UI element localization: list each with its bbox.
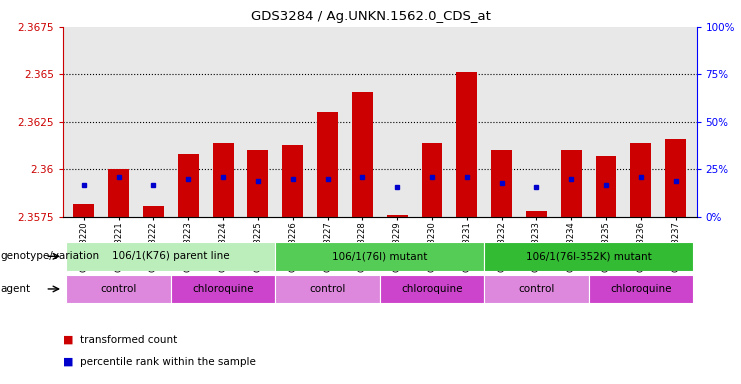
Bar — [526, 211, 547, 217]
Bar — [422, 143, 442, 217]
Bar — [379, 275, 484, 303]
Bar — [282, 145, 303, 217]
Text: chloroquine: chloroquine — [193, 284, 254, 294]
Bar — [491, 151, 512, 217]
Bar — [276, 275, 379, 303]
Bar — [108, 169, 129, 217]
Bar — [73, 204, 94, 217]
Text: GDS3284 / Ag.UNKN.1562.0_CDS_at: GDS3284 / Ag.UNKN.1562.0_CDS_at — [250, 10, 491, 23]
Bar — [178, 154, 199, 217]
Bar — [456, 73, 477, 217]
Bar — [484, 275, 588, 303]
Bar — [588, 275, 693, 303]
Text: control: control — [309, 284, 346, 294]
Bar — [596, 156, 617, 217]
Text: 106/1(76I-352K) mutant: 106/1(76I-352K) mutant — [526, 251, 651, 262]
Text: chloroquine: chloroquine — [610, 284, 671, 294]
Text: ■: ■ — [63, 357, 73, 367]
Bar — [484, 242, 693, 271]
Bar — [352, 91, 373, 217]
Text: chloroquine: chloroquine — [401, 284, 462, 294]
Bar — [143, 205, 164, 217]
Bar — [561, 151, 582, 217]
Text: agent: agent — [1, 284, 31, 294]
Bar — [247, 151, 268, 217]
Bar — [387, 215, 408, 217]
Bar — [317, 113, 338, 217]
Bar — [276, 242, 484, 271]
Bar — [213, 143, 233, 217]
Text: ■: ■ — [63, 335, 73, 345]
Bar — [171, 275, 276, 303]
Text: transformed count: transformed count — [80, 335, 177, 345]
Text: 106/1(K76) parent line: 106/1(K76) parent line — [112, 251, 230, 262]
Text: control: control — [518, 284, 554, 294]
Text: genotype/variation: genotype/variation — [1, 251, 100, 261]
Bar — [665, 139, 686, 217]
Bar — [67, 275, 171, 303]
Text: 106/1(76I) mutant: 106/1(76I) mutant — [332, 251, 428, 262]
Bar — [631, 143, 651, 217]
Text: control: control — [101, 284, 137, 294]
Text: percentile rank within the sample: percentile rank within the sample — [80, 357, 256, 367]
Bar — [67, 242, 276, 271]
